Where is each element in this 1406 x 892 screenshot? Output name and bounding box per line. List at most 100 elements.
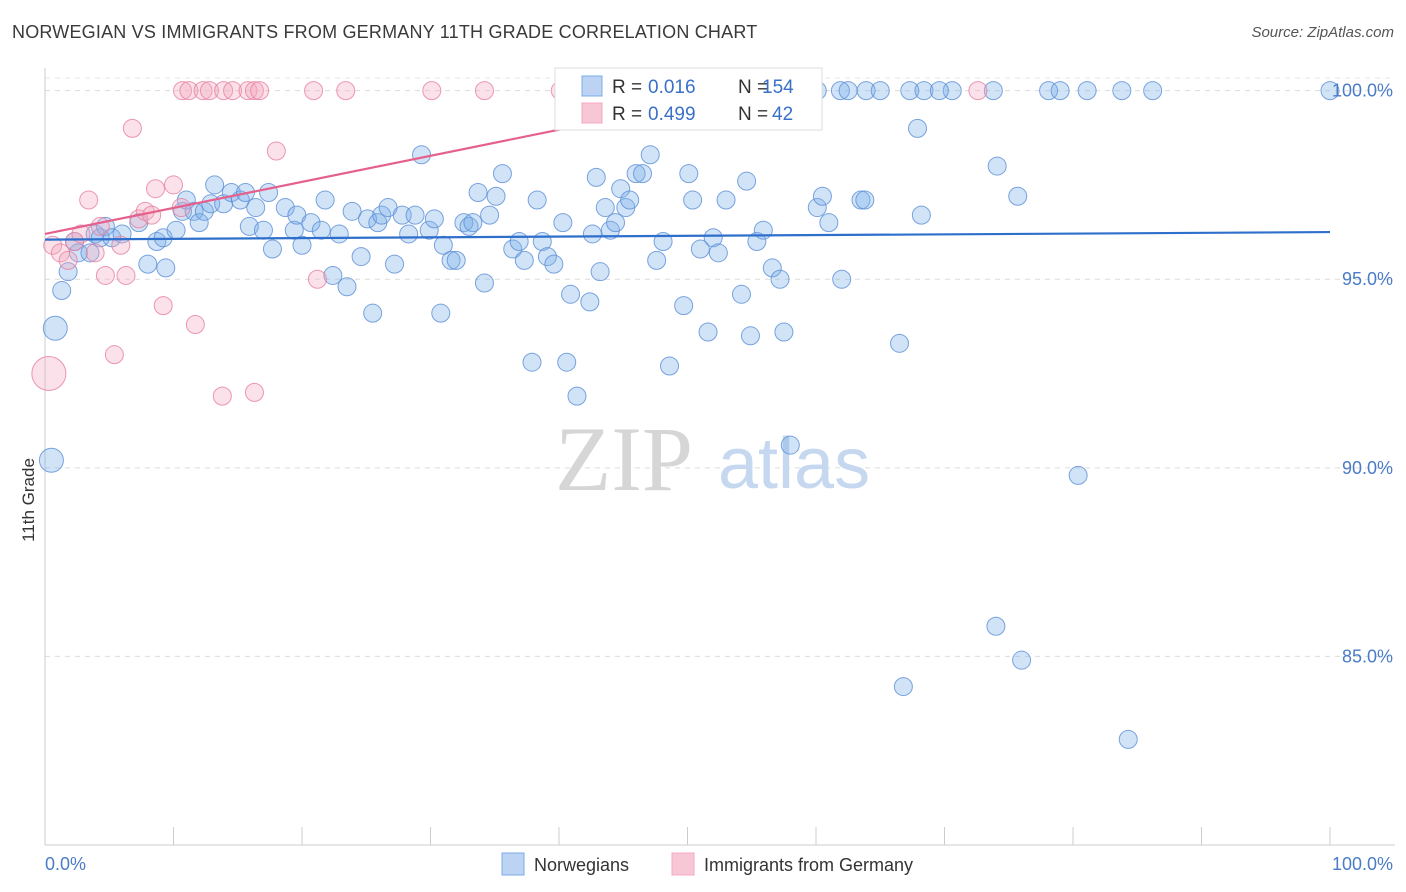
germany-point — [50, 243, 70, 263]
norwegians-point — [358, 209, 378, 229]
bottom-legend-swatch-blue — [501, 852, 525, 876]
norwegians-point — [674, 296, 694, 316]
norwegians-point — [640, 145, 660, 165]
germany-point — [244, 81, 264, 101]
germany-point — [104, 345, 124, 365]
norwegians-point — [385, 254, 405, 274]
germany-point — [146, 179, 166, 199]
norwegians-point — [431, 303, 451, 323]
norwegians-point — [595, 198, 615, 218]
norwegians-point — [890, 333, 910, 353]
norwegians-point — [762, 258, 782, 278]
germany-point — [164, 175, 183, 195]
norwegians-point — [774, 322, 794, 342]
bottom-legend-swatch-pink — [671, 852, 695, 876]
norwegians-point — [292, 235, 312, 255]
norwegians-point — [812, 186, 832, 206]
norwegians-point — [544, 254, 564, 274]
norwegians-point — [486, 186, 506, 206]
norwegians-point — [660, 356, 680, 376]
legend-swatch-pink — [581, 102, 603, 124]
norwegians-point — [363, 303, 383, 323]
norwegians-point — [90, 228, 110, 248]
norwegians-point — [323, 265, 343, 285]
germany-point — [90, 216, 110, 236]
norwegians-point — [870, 81, 890, 101]
norwegians-point — [557, 352, 577, 372]
norwegians-point — [819, 213, 839, 233]
norwegians-point — [1050, 81, 1070, 101]
norwegians-point — [900, 81, 920, 101]
norwegians-point — [514, 250, 534, 270]
bottom-legend-label-norwegians: Norwegians — [534, 855, 629, 875]
norwegians-point — [412, 145, 432, 165]
germany-point — [185, 314, 205, 334]
norwegians-point — [253, 220, 273, 240]
norwegians-point — [419, 220, 439, 240]
norwegians-point — [553, 213, 573, 233]
norwegians-point — [424, 209, 444, 229]
norwegians-trend-line — [44, 230, 1331, 241]
germany-point — [250, 81, 270, 101]
germany-point — [58, 250, 78, 270]
norwegians-point — [138, 254, 158, 274]
germany-point — [307, 269, 327, 289]
germany-point — [172, 81, 192, 101]
norwegians-point — [986, 616, 1006, 636]
norwegians-point — [683, 190, 703, 210]
norwegians-point — [620, 190, 640, 210]
norwegians-point — [503, 239, 523, 259]
legend-n-value-2: 42 — [772, 104, 793, 125]
germany-point — [474, 81, 494, 101]
germany-point — [223, 81, 243, 101]
norwegians-point — [58, 262, 78, 282]
germany-point — [304, 81, 324, 101]
norwegians-point — [480, 205, 500, 225]
legend-r-label-2: R = — [612, 104, 642, 125]
norwegians-point — [301, 213, 321, 233]
chart-title: NORWEGIAN VS IMMIGRANTS FROM GERMANY 11T… — [12, 22, 758, 42]
norwegians-point — [983, 81, 1003, 101]
norwegians-point — [468, 182, 488, 202]
correlation-legend: R = 0.016 N = 154 R = 0.499 N = 42 — [554, 67, 823, 131]
norwegians-point — [567, 386, 587, 406]
norwegians-point — [329, 224, 349, 244]
norwegians-point — [1112, 81, 1132, 101]
norwegians-point — [807, 198, 827, 218]
norwegians-point — [830, 81, 850, 101]
norwegians-point — [147, 232, 167, 252]
norwegians-point — [337, 277, 357, 297]
norwegians-point — [590, 262, 610, 282]
y-tick-label-100: 100.0% — [1332, 81, 1393, 101]
y-axis-label: 11th Grade — [19, 458, 38, 542]
tick-labels: 85.0% 90.0% 95.0% 100.0% 0.0% 100.0% — [45, 81, 1393, 874]
norwegians-point — [166, 220, 186, 240]
source-label: Source: ZipAtlas.com — [1251, 24, 1394, 41]
germany-point — [199, 81, 219, 101]
norwegians-point — [405, 205, 425, 225]
norwegians-point — [441, 250, 461, 270]
legend-swatch-blue — [581, 75, 603, 97]
norwegians-point — [1008, 186, 1028, 206]
germany-point — [968, 81, 988, 101]
y-tick-label-85: 85.0% — [1342, 646, 1393, 666]
norwegians-point — [275, 198, 295, 218]
norwegians-point — [708, 243, 728, 263]
germany-point — [116, 265, 136, 285]
norwegians-point — [679, 164, 699, 184]
norwegians-point — [1143, 81, 1163, 101]
norwegians-point — [311, 220, 331, 240]
norwegians-point — [372, 205, 392, 225]
norwegians-point — [855, 190, 875, 210]
norwegians-point — [492, 164, 512, 184]
norwegians-point — [1320, 81, 1340, 101]
norwegians-point — [731, 284, 751, 304]
norwegians-point — [189, 213, 209, 233]
norwegians-point — [716, 190, 736, 210]
norwegians-point — [527, 190, 547, 210]
norwegians-point — [259, 182, 279, 202]
watermark-atlas: atlas — [718, 424, 870, 504]
norwegians-point — [740, 326, 760, 346]
norwegians-point — [647, 250, 667, 270]
